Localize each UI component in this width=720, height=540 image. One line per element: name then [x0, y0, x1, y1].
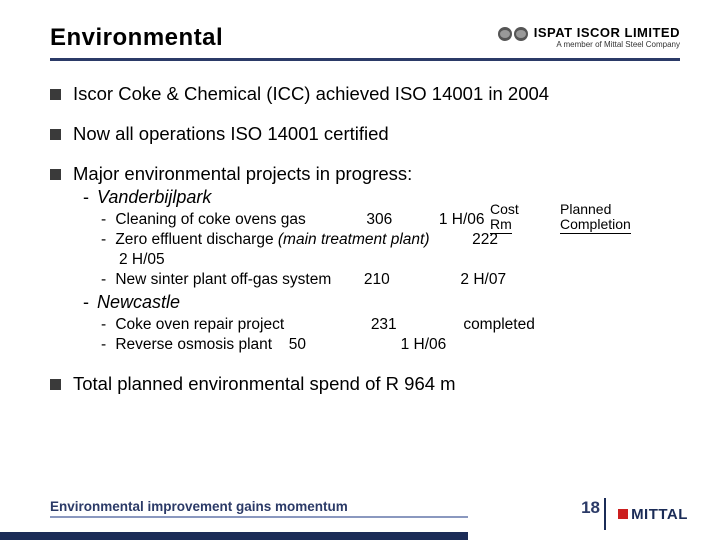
- item-cost: 222: [472, 231, 498, 248]
- item-when: 2 H/07: [460, 271, 506, 288]
- square-bullet-icon: [50, 379, 61, 390]
- footer-underline: [50, 516, 468, 518]
- bullet-3-text: Major environmental projects in progress…: [73, 163, 412, 184]
- bullet-1: Iscor Coke & Chemical (ICC) achieved ISO…: [50, 83, 680, 105]
- square-bullet-icon: [50, 129, 61, 140]
- bullet-4: Total planned environmental spend of R 9…: [50, 373, 680, 395]
- item-cost: 306: [366, 211, 392, 228]
- list-item: - Zero effluent discharge (main treatmen…: [101, 230, 680, 269]
- site-2-name: Newcastle: [97, 292, 180, 312]
- bullet-1-text: Iscor Coke & Chemical (ICC) achieved ISO…: [73, 83, 680, 105]
- site-2-items: - Coke oven repair project 231 completed…: [101, 315, 680, 355]
- item-text: New sinter plant off-gas system: [115, 271, 331, 288]
- mittal-text: MITTAL: [631, 506, 688, 523]
- item-when: 1 H/06: [401, 336, 447, 353]
- bullet-4-text: Total planned environmental spend of R 9…: [73, 373, 680, 395]
- item-text: Zero effluent discharge: [115, 231, 278, 248]
- footer-strip: [0, 532, 468, 540]
- logo-brand-text: ISPAT ISCOR LIMITED: [534, 26, 680, 40]
- square-bullet-icon: [50, 169, 61, 180]
- item-text: Cleaning of coke ovens gas: [115, 211, 305, 228]
- item-text: Reverse osmosis plant: [115, 336, 272, 353]
- square-bullet-icon: [50, 89, 61, 100]
- site-1-name: Vanderbijlpark: [97, 187, 211, 207]
- list-item: - Coke oven repair project 231 completed: [101, 315, 680, 334]
- item-when: 2 H/05: [119, 251, 165, 268]
- header-divider: [50, 58, 680, 61]
- column-header-planned: Planned Completion: [560, 202, 631, 231]
- bullet-2: Now all operations ISO 14001 certified: [50, 123, 680, 145]
- header-logo: ISPAT ISCOR LIMITED A member of Mittal S…: [498, 26, 680, 49]
- item-text: Coke oven repair project: [115, 316, 284, 333]
- list-item: - Reverse osmosis plant 50 1 H/06: [101, 335, 680, 354]
- item-when: 1 H/06: [439, 211, 485, 228]
- footer: Environmental improvement gains momentum…: [0, 506, 720, 540]
- footer-tagline: Environmental improvement gains momentum: [50, 499, 348, 514]
- column-header-cost: Cost Rm: [490, 202, 519, 231]
- item-cost: 210: [364, 271, 390, 288]
- item-cost: 231: [371, 316, 397, 333]
- page-title: Environmental: [50, 24, 223, 52]
- site-2: -Newcastle: [83, 292, 680, 313]
- list-item: - New sinter plant off-gas system 210 2 …: [101, 270, 680, 289]
- mittal-square-icon: [618, 509, 628, 519]
- item-cost: 50: [289, 336, 306, 353]
- mittal-logo: MITTAL: [604, 498, 700, 530]
- logo-subtitle: A member of Mittal Steel Company: [498, 41, 680, 50]
- bullet-3: Major environmental projects in progress…: [50, 163, 680, 355]
- globe-icon: [498, 27, 528, 41]
- item-when: completed: [463, 316, 535, 333]
- bullet-2-text: Now all operations ISO 14001 certified: [73, 123, 680, 145]
- item-text-italic: (main treatment plant): [278, 231, 430, 248]
- page-number: 18: [581, 498, 600, 518]
